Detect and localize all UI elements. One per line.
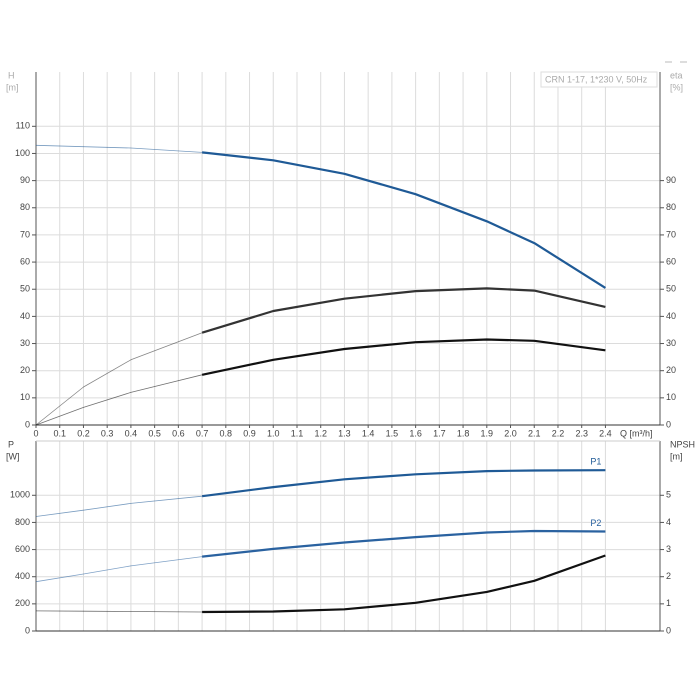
x-tick-label: 1.4 xyxy=(362,428,375,438)
y2-label: NPSH xyxy=(670,439,695,449)
y-tick-label: 80 xyxy=(20,202,30,212)
curve xyxy=(201,529,606,558)
info-box xyxy=(540,71,658,88)
y2-tick-label: 1 xyxy=(666,598,671,608)
y-tick-label: 0 xyxy=(25,419,30,429)
y2-tick-label: 60 xyxy=(666,256,676,266)
y-tick-label: 200 xyxy=(15,598,30,608)
y-tick-label: 1000 xyxy=(10,490,30,500)
y2-tick-label: 90 xyxy=(666,175,676,185)
x-tick-label: 1.3 xyxy=(338,428,351,438)
x-tick-label: 0.3 xyxy=(101,428,114,438)
y2-tick-label: 2 xyxy=(666,571,671,581)
curve xyxy=(35,332,203,426)
y-label: P xyxy=(8,439,14,449)
x-tick-label: 1.0 xyxy=(267,428,280,438)
y-tick-label: 40 xyxy=(20,311,30,321)
y2-tick-label: 0 xyxy=(666,625,671,635)
x-tick-label: 0.1 xyxy=(53,428,66,438)
x-tick-label: 2.1 xyxy=(528,428,541,438)
y-tick-label: 90 xyxy=(20,175,30,185)
y2-unit: [%] xyxy=(670,82,683,92)
x-tick-label: 1.7 xyxy=(433,428,446,438)
y-tick-label: 70 xyxy=(20,229,30,239)
curve xyxy=(35,610,203,613)
curve xyxy=(201,338,606,376)
y2-tick-label: 10 xyxy=(666,392,676,402)
x-tick-label: 0.8 xyxy=(220,428,233,438)
curve xyxy=(201,287,606,334)
y2-tick-label: 30 xyxy=(666,338,676,348)
y-tick-label: 30 xyxy=(20,338,30,348)
curve xyxy=(202,554,606,614)
x-label: Q [m³/h] xyxy=(620,428,653,438)
series-label: P2 xyxy=(590,518,601,528)
x-tick-label: 1.6 xyxy=(409,428,422,438)
y-tick-label: 800 xyxy=(15,517,30,527)
series-label: P1 xyxy=(590,457,601,467)
y-unit: [W] xyxy=(6,451,20,461)
y2-unit: [m] xyxy=(670,451,683,461)
info: CRN 1-17, 1*230 V, 50Hz xyxy=(545,74,648,84)
x-tick-label: 2.3 xyxy=(575,428,588,438)
y2-tick-label: 80 xyxy=(666,202,676,212)
x-tick-label: 2.2 xyxy=(552,428,565,438)
x-tick-label: 1.9 xyxy=(481,428,494,438)
y-tick-label: 60 xyxy=(20,256,30,266)
x-tick-label: 2.0 xyxy=(504,428,517,438)
x-tick-label: 1.1 xyxy=(291,428,304,438)
y-tick-label: 0 xyxy=(25,625,30,635)
y2-tick-label: 70 xyxy=(666,229,676,239)
curve xyxy=(35,495,203,517)
y2-label: eta xyxy=(670,70,683,80)
y2-tick-label: 3 xyxy=(666,544,671,554)
x-tick-label: 1.5 xyxy=(386,428,399,438)
curve xyxy=(35,556,203,583)
y-unit: [m] xyxy=(6,82,19,92)
y2-tick-label: 50 xyxy=(666,284,676,294)
x-tick-label: 0.2 xyxy=(77,428,90,438)
y-tick-label: 400 xyxy=(15,571,30,581)
curve xyxy=(35,374,203,426)
y-tick-label: 20 xyxy=(20,365,30,375)
y-tick-label: 100 xyxy=(15,148,30,158)
x-tick-label: 0.5 xyxy=(148,428,161,438)
y-label: H xyxy=(8,70,15,80)
x-tick-label: 0.7 xyxy=(196,428,209,438)
x-tick-label: 0.4 xyxy=(125,428,138,438)
x-tick-label: 1.2 xyxy=(314,428,327,438)
x-tick-label: 0 xyxy=(33,428,38,438)
x-tick-label: 0.9 xyxy=(243,428,256,438)
y-tick-label: 110 xyxy=(16,121,30,131)
y-tick-label: 600 xyxy=(15,544,30,554)
y2-tick-label: 0 xyxy=(666,419,671,429)
y-tick-label: 10 xyxy=(20,392,30,402)
y-tick-label: 50 xyxy=(20,284,30,294)
curve xyxy=(201,469,606,498)
x-tick-label: 2.4 xyxy=(599,428,612,438)
curve xyxy=(35,144,203,153)
y2-tick-label: 40 xyxy=(666,311,676,321)
y2-tick-label: 20 xyxy=(666,365,676,375)
y2-tick-label: 5 xyxy=(666,490,671,500)
x-tick-label: 0.6 xyxy=(172,428,185,438)
y2-tick-label: 4 xyxy=(666,517,671,527)
curve xyxy=(201,151,606,289)
x-tick-label: 1.8 xyxy=(457,428,470,438)
